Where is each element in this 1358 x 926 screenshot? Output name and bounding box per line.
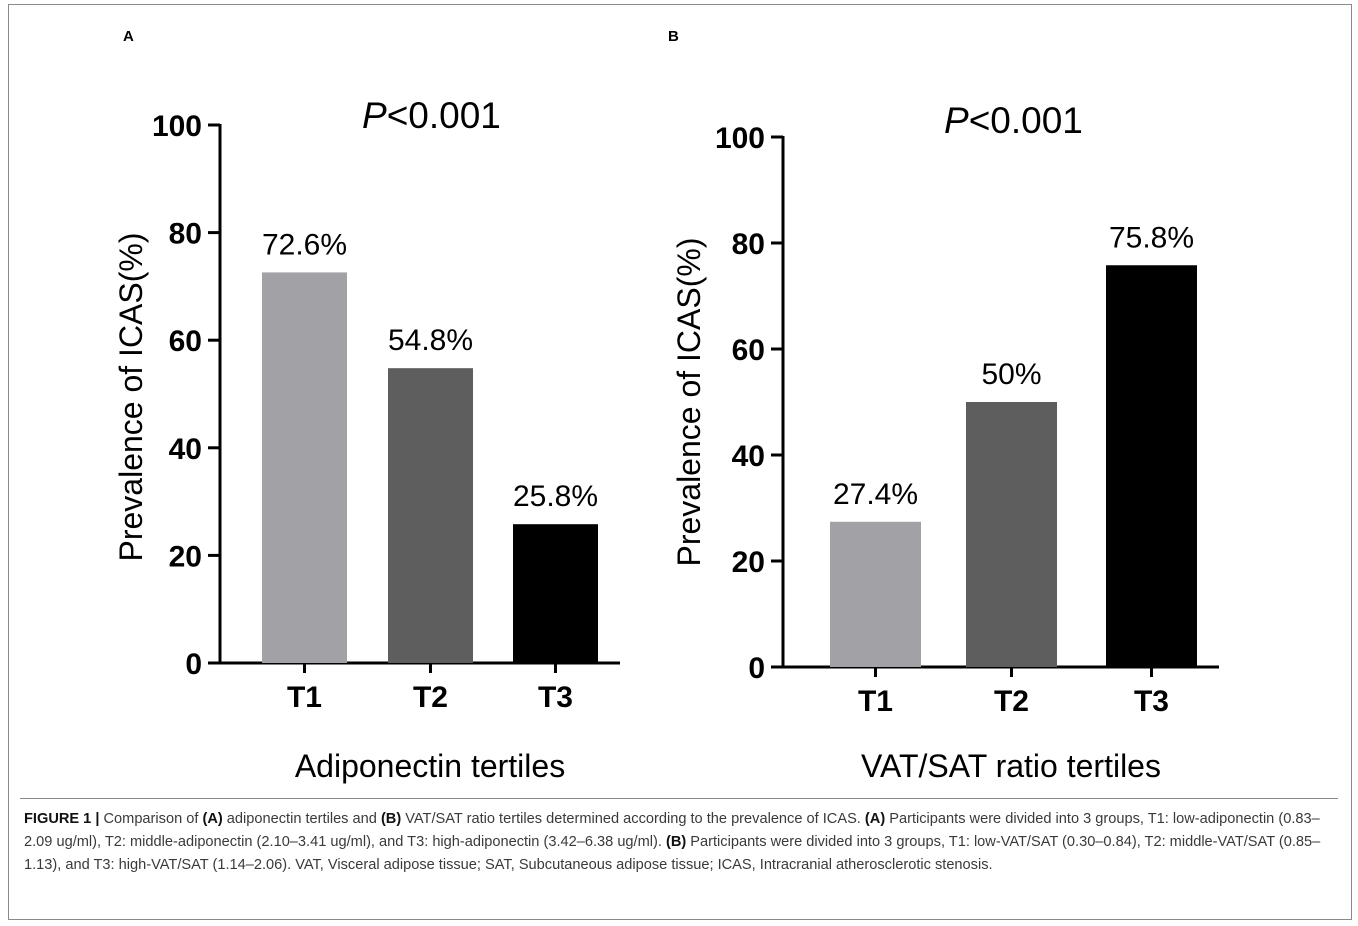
bar-t2 <box>388 368 473 663</box>
pvalue-label: P<0.001 <box>362 95 501 136</box>
x-tick-label: T1 <box>287 681 322 714</box>
data-label: 50% <box>981 358 1041 391</box>
data-label: 72.6% <box>262 228 347 261</box>
pvalue-value: <0.001 <box>387 95 501 136</box>
pvalue-p: P <box>944 100 969 141</box>
y-axis-title: Prevalence of ICAS(%) <box>113 232 149 561</box>
y-tick-label: 40 <box>732 440 765 473</box>
caption-ref-a-2: (A) <box>864 811 886 827</box>
chart-b: P<0.001 0 20 40 60 80 100 T1 27.4% T2 50% T3 75.8% Pr… <box>671 100 1219 784</box>
y-tick-label: 60 <box>732 334 765 367</box>
bar-t3 <box>1106 265 1197 667</box>
caption-label: FIGURE 1 | <box>24 811 100 827</box>
x-axis-title: Adiponectin tertiles <box>295 748 565 784</box>
x-tick-label: T3 <box>1134 685 1169 718</box>
y-tick-label: 80 <box>169 218 202 251</box>
bar-t1 <box>830 521 921 667</box>
data-label: 27.4% <box>833 478 918 511</box>
x-tick-label: T3 <box>538 681 573 714</box>
bar-t3 <box>513 524 598 663</box>
charts-canvas: P<0.001020406080100T172.6%T254.8%T325.8%… <box>113 95 1219 784</box>
y-tick-label: 0 <box>748 652 765 685</box>
caption-ref-a: (A) <box>202 811 223 827</box>
caption-text-5: Participants were divided into 3 groups,… <box>24 834 1321 873</box>
data-label: 54.8% <box>388 324 473 357</box>
caption-text-1: Comparison of <box>99 811 203 827</box>
y-tick-label: 100 <box>715 122 765 155</box>
y-tick-label: 80 <box>732 228 765 261</box>
caption-ref-b-2: (B) <box>665 834 687 850</box>
x-tick-label: T2 <box>994 685 1029 718</box>
panel-a-letter: A <box>123 28 134 45</box>
y-axis-title: Prevalence of ICAS(%) <box>671 237 707 566</box>
x-tick-label: T2 <box>413 681 448 714</box>
panel-b-letter: B <box>668 28 679 45</box>
caption-text-2: adiponectin tertiles and <box>222 811 381 827</box>
y-tick-label: 60 <box>169 325 202 358</box>
caption-text-3: VAT/SAT ratio tertiles determined accord… <box>401 811 865 827</box>
data-label: 25.8% <box>513 480 598 513</box>
pvalue-p: P <box>362 95 387 136</box>
caption-divider <box>20 798 1338 799</box>
pvalue-value: <0.001 <box>969 100 1083 141</box>
chart-a: P<0.001 0 20 40 60 80 100 T1 72.6% T2 54.8% T3 25.8%… <box>113 95 620 784</box>
bar-t2 <box>966 402 1057 667</box>
y-tick-label: 40 <box>169 433 202 466</box>
y-tick-label: 20 <box>169 540 202 573</box>
pvalue-label: P<0.001 <box>944 100 1083 141</box>
data-label: 75.8% <box>1109 221 1194 254</box>
figure-caption: FIGURE 1 | Comparison of (A) adiponectin… <box>24 808 1324 877</box>
y-tick-label: 0 <box>185 648 202 681</box>
bar-t1 <box>262 272 347 663</box>
y-tick-label: 100 <box>152 110 202 143</box>
caption-text-4: Participants were divided into 3 groups,… <box>24 811 1320 850</box>
caption-ref-b: (B) <box>380 811 402 827</box>
x-axis-title: VAT/SAT ratio tertiles <box>861 748 1161 784</box>
x-tick-label: T1 <box>858 685 893 718</box>
y-tick-label: 20 <box>732 546 765 579</box>
